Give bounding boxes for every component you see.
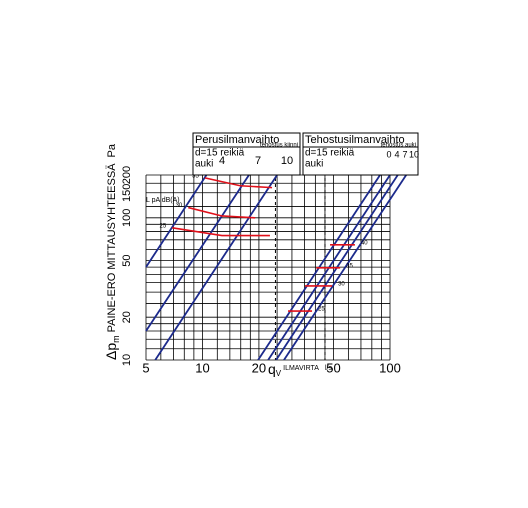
x-tick-label: 20: [252, 360, 266, 375]
y-tick-label: 20: [121, 311, 133, 323]
curve-label: 25: [318, 307, 325, 313]
y-axis-title: Δpm PAINE-ERO MITTAUSYHTEESSÄ Pa: [103, 143, 122, 360]
curve-label: 35: [346, 263, 353, 269]
x-label: ILMAVIRTA: [283, 365, 319, 372]
curve-label: 25: [160, 223, 167, 229]
x-axis-title: qVILMAVIRTA l/s: [268, 361, 332, 378]
line-label: 7: [255, 155, 261, 167]
group-box: [302, 132, 419, 176]
curve-label: 30: [338, 281, 345, 287]
x-tick-label: 50: [326, 360, 340, 375]
group-hole: d=15 reikiä: [195, 148, 245, 159]
line-label: 4: [219, 155, 225, 167]
group-open: auki: [305, 159, 323, 170]
x-symbol: q: [268, 361, 276, 377]
group-title: Perusilmanvaihto: [195, 134, 279, 146]
y-symbol: Δp: [103, 343, 119, 360]
sound-label: L pA dB(A): [146, 197, 180, 204]
x-symbol-sub: V: [276, 369, 282, 378]
line-label: 10: [409, 149, 419, 159]
curve: [188, 206, 256, 219]
group-box: [192, 132, 301, 176]
group-open: auki: [195, 159, 213, 170]
curve: [145, 174, 208, 268]
group-boost: tehostus kiinni: [260, 143, 298, 149]
curve: [145, 174, 250, 332]
curve-label: 35: [192, 173, 199, 179]
line-label: 4: [394, 149, 399, 159]
x-unit: l/s: [325, 365, 333, 372]
line-label: 7: [402, 149, 407, 159]
curve-label: 40: [361, 240, 368, 246]
line-label: 0: [386, 149, 391, 159]
group-title: Tehostusilmanvaihto: [305, 134, 405, 146]
curve: [154, 174, 278, 360]
y-unit: Pa: [106, 143, 118, 157]
y-tick-label: 50: [121, 254, 133, 266]
line-label: 10: [281, 155, 293, 167]
y-tick-label: 100: [121, 209, 133, 227]
curve: [172, 227, 270, 237]
y-symbol-sub: m: [111, 335, 121, 343]
y-tick-label: 10: [121, 354, 133, 366]
curve: [283, 174, 407, 360]
group-boost: tehostus auki: [381, 143, 416, 149]
y-tick-label: 200: [121, 166, 133, 184]
x-tick-label: 100: [379, 360, 401, 375]
x-tick-label: 10: [195, 360, 209, 375]
group-hole: d=15 reikiä: [305, 148, 355, 159]
y-tick-label: 150: [121, 184, 133, 202]
y-label: PAINE-ERO MITTAUSYHTEESSÄ: [106, 163, 118, 333]
plot-area: [145, 174, 407, 360]
curve: [204, 177, 273, 189]
curve-label: 30: [176, 203, 183, 209]
x-tick-label: 5: [142, 360, 149, 375]
